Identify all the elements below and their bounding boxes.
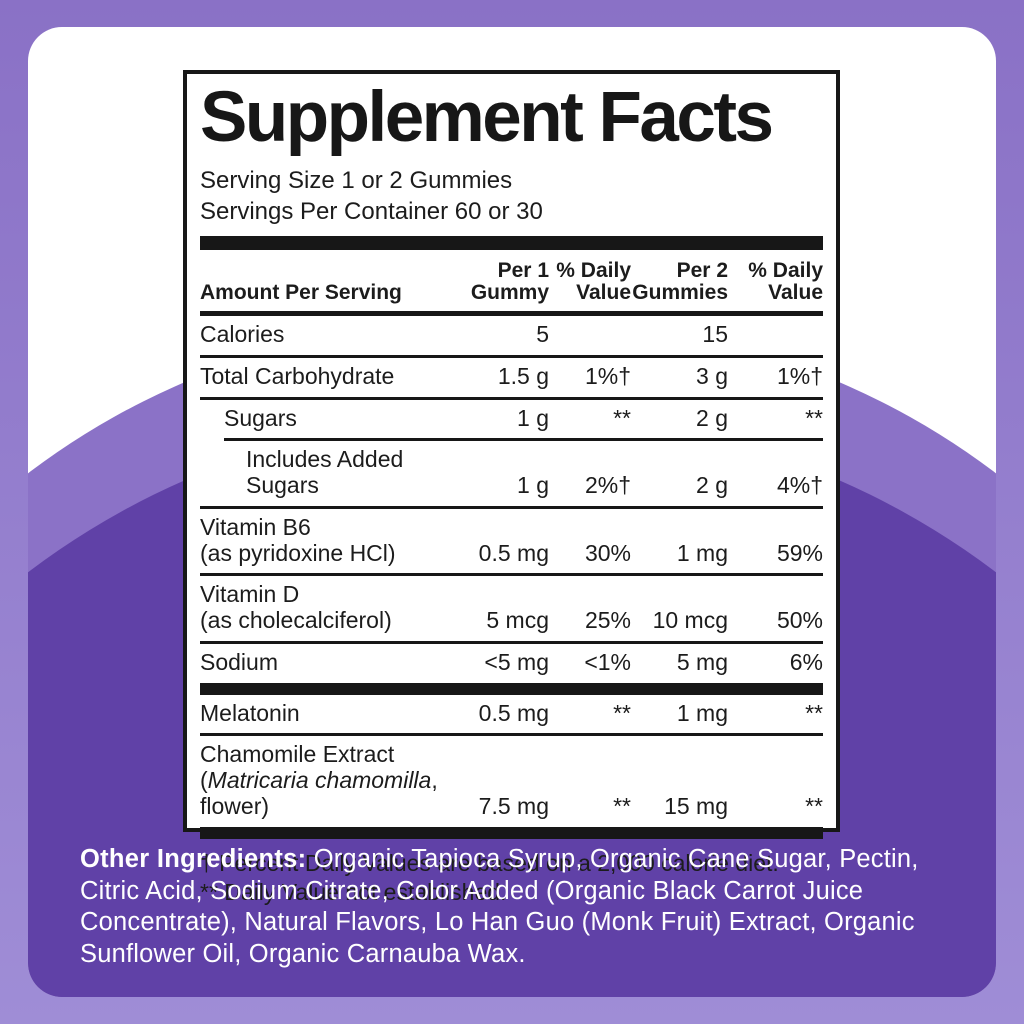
nutrient-name: Chamomile Extract (Matricaria chamomilla… [200, 741, 453, 819]
divider [200, 354, 823, 358]
column-header-daily-value-2: % Daily Value [748, 259, 823, 305]
nutrient-name: Includes Added Sugars [246, 446, 404, 499]
value-per2: 1 mg [676, 699, 728, 726]
column-header-per2-gummies: Per 2 Gummies [632, 259, 728, 305]
nutrient-name: Vitamin D (as cholecalciferol) [200, 581, 453, 634]
value-dv1: 25% [584, 607, 631, 634]
table-row-total-carbohydrate: Total Carbohydrate 1.5 g 1%† 3 g 1%† [200, 358, 823, 397]
value-dv2: 4%† [776, 472, 823, 499]
value-dv1: 30% [584, 539, 631, 566]
table-row-added-sugars: Includes Added Sugars 1 g 2%† 2 g 4%† [200, 441, 823, 506]
divider [200, 505, 823, 509]
value-dv2: ** [805, 404, 823, 431]
latin-name: Matricaria chamomilla [207, 767, 432, 794]
value-per2: 15 mg [664, 792, 728, 819]
divider-thick-bottom [200, 826, 823, 839]
table-row-sugars: Sugars 1 g ** 2 g ** [200, 400, 823, 439]
divider-indented [224, 438, 823, 442]
nutrient-name: Sodium [200, 648, 278, 675]
supplement-facts-panel: Supplement Facts Serving Size 1 or 2 Gum… [183, 70, 840, 905]
divider-header [200, 311, 823, 317]
other-ingredients-paragraph: Other Ingredients: Organic Tapioca Syrup… [80, 844, 972, 970]
divider [200, 640, 823, 644]
value-dv2: ** [805, 792, 823, 819]
value-per2: 10 mcg [652, 607, 728, 634]
value-dv2: 50% [776, 607, 823, 634]
nutrient-name: Total Carbohydrate [200, 362, 395, 389]
value-per1: 0.5 mg [478, 699, 549, 726]
divider [200, 733, 823, 737]
table-row-vitamin-b6: Vitamin B6 (as pyridoxine HCl) 0.5 mg 30… [200, 509, 823, 574]
value-per2: 3 g [696, 362, 728, 389]
panel-title: Supplement Facts [200, 78, 774, 157]
value-per2: 2 g [696, 404, 728, 431]
servings-per-container: Servings Per Container 60 or 30 [200, 198, 543, 226]
column-header-daily-value-1: % Daily Value [556, 259, 631, 305]
nutrient-name: Calories [200, 321, 285, 348]
value-per1: 1.5 g [497, 362, 549, 389]
divider [200, 396, 823, 400]
value-dv1: ** [613, 699, 631, 726]
column-header-per1-gummy: Per 1 Gummy [470, 259, 549, 305]
value-per1: 1 g [517, 472, 549, 499]
nutrient-sub-name: (Matricaria chamomilla, flower) [200, 767, 438, 819]
value-per1: 5 [536, 321, 549, 348]
value-per2: 5 mg [676, 648, 728, 675]
value-per1: 7.5 mg [478, 792, 549, 819]
value-dv2: 1%† [776, 362, 823, 389]
value-per1: 1 g [517, 404, 549, 431]
value-dv1: ** [613, 404, 631, 431]
serving-size: Serving Size 1 or 2 Gummies [200, 167, 513, 194]
table-header-row: Amount Per Serving Per 1 Gummy % Daily V… [200, 250, 823, 311]
table-row-melatonin: Melatonin 0.5 mg ** 1 mg ** [200, 695, 823, 734]
divider [200, 573, 823, 577]
value-per2: 2 g [696, 472, 728, 499]
divider-thick-top [200, 236, 823, 251]
value-dv1: ** [613, 792, 631, 819]
nutrient-sub-name: (as pyridoxine HCl) [200, 539, 396, 566]
column-header-amount: Amount Per Serving [200, 281, 402, 305]
other-ingredients-text: Organic Tapioca Syrup, Organic Cane Suga… [80, 845, 919, 968]
value-dv1: 2%† [584, 472, 631, 499]
divider-thick-mid [200, 682, 823, 695]
value-per1: <5 mg [484, 648, 549, 675]
footnote-daily-values: † Percent Daily Values are based on a 2,… [200, 849, 779, 876]
value-per2: 15 [702, 321, 728, 348]
table-row-calories: Calories 5 15 [200, 316, 823, 355]
value-dv1: 1%† [584, 362, 631, 389]
value-per2: 1 mg [676, 539, 728, 566]
value-dv2: 6% [789, 648, 823, 675]
value-dv2: 59% [776, 539, 823, 566]
table-row-sodium: Sodium <5 mg <1% 5 mg 6% [200, 644, 823, 683]
footnote-not-established: ** Daily Value not established. [200, 878, 507, 905]
nutrient-name: Melatonin [200, 699, 300, 726]
value-dv2: ** [805, 699, 823, 726]
value-per1: 0.5 mg [478, 539, 549, 566]
table-row-chamomile-extract: Chamomile Extract (Matricaria chamomilla… [200, 736, 823, 826]
table-row-vitamin-d: Vitamin D (as cholecalciferol) 5 mcg 25%… [200, 576, 823, 641]
value-per1: 5 mcg [486, 607, 549, 634]
nutrient-name: Sugars [224, 404, 297, 431]
nutrient-sub-name: (as cholecalciferol) [200, 607, 392, 634]
other-ingredients-label: Other Ingredients: [80, 845, 307, 873]
nutrient-name: Vitamin B6 (as pyridoxine HCl) [200, 514, 453, 567]
value-dv1: <1% [584, 648, 631, 675]
